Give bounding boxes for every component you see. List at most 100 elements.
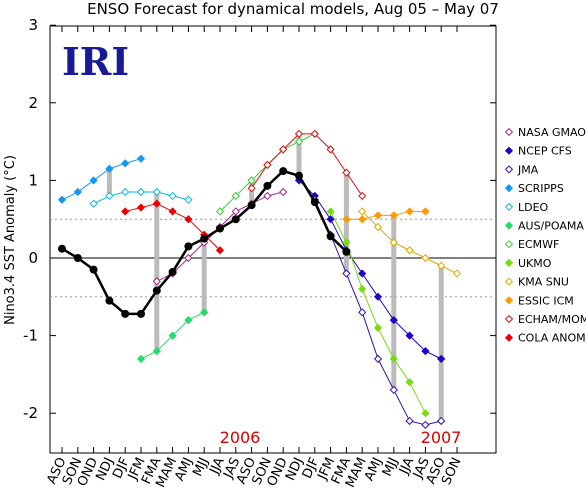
observed-point-9 bbox=[200, 234, 209, 243]
series-8-point-4 bbox=[421, 253, 430, 263]
series-4-point-6 bbox=[184, 195, 193, 204]
legend-label-4: LDEO bbox=[518, 201, 549, 214]
y-tick-label-3: 1 bbox=[28, 171, 38, 189]
series-2-point-6 bbox=[405, 416, 414, 426]
series-10-point-4 bbox=[310, 129, 319, 138]
series-1-point-8 bbox=[421, 347, 430, 356]
plot-frame bbox=[49, 25, 497, 454]
legend-label-2: JMA bbox=[517, 163, 539, 176]
legend-label-11: COLA ANOM bbox=[518, 332, 586, 345]
series-10-point-1 bbox=[263, 160, 272, 169]
series-11-point-6 bbox=[215, 246, 225, 255]
series-line-10 bbox=[251, 133, 363, 197]
legend-marker-6 bbox=[504, 240, 514, 249]
series-7-point-0 bbox=[326, 207, 335, 216]
series-10-point-5 bbox=[326, 145, 335, 154]
series-2-point-2 bbox=[342, 269, 351, 278]
observed-point-14 bbox=[279, 167, 288, 176]
legend-marker-8 bbox=[504, 277, 514, 286]
observed-point-16 bbox=[310, 198, 319, 207]
observed-point-10 bbox=[216, 224, 224, 233]
series-5 bbox=[136, 308, 209, 363]
series-4 bbox=[89, 187, 193, 208]
series-1-point-9 bbox=[437, 354, 446, 363]
legend-label-10: ECHAM/MOM bbox=[518, 313, 586, 326]
series-line-1 bbox=[298, 180, 442, 360]
series-1-point-4 bbox=[358, 269, 367, 278]
series-0-point-5 bbox=[231, 207, 240, 216]
series-4-point-0 bbox=[89, 199, 98, 208]
series-3-point-3 bbox=[105, 164, 114, 173]
series-5-point-4 bbox=[200, 308, 209, 317]
forecast-series bbox=[57, 129, 462, 429]
legend-label-1: NCEP CFS bbox=[518, 145, 572, 158]
series-5-point-2 bbox=[168, 331, 177, 340]
series-10 bbox=[247, 129, 367, 201]
series-9-point-1 bbox=[358, 215, 367, 224]
legend-label-7: UKMO bbox=[518, 257, 552, 270]
series-10-point-6 bbox=[342, 168, 351, 177]
series-4-point-5 bbox=[168, 191, 177, 201]
spread-bar-21 bbox=[391, 215, 397, 390]
spread-bar-9 bbox=[201, 234, 207, 313]
observed-point-2 bbox=[89, 265, 98, 274]
series-3-point-5 bbox=[136, 154, 146, 163]
x-tick-label-10: JJA bbox=[207, 455, 228, 477]
series-3-point-4 bbox=[121, 159, 130, 168]
legend-marker-0 bbox=[504, 127, 514, 137]
legend-label-6: ECMWF bbox=[518, 238, 559, 251]
observed-series bbox=[58, 167, 351, 318]
series-6-point-1 bbox=[231, 191, 240, 201]
series-7-point-1 bbox=[342, 238, 351, 247]
series-1-point-2 bbox=[326, 215, 335, 224]
observed-point-13 bbox=[263, 181, 272, 190]
series-11-point-2 bbox=[152, 199, 161, 208]
x-tick-label-21: MJJ bbox=[380, 455, 402, 478]
series-1-point-7 bbox=[405, 331, 414, 340]
legend-label-5: AUS/POAMA bbox=[518, 220, 584, 233]
series-7 bbox=[326, 207, 430, 418]
series-1-point-5 bbox=[373, 292, 383, 301]
series-4-point-1 bbox=[105, 191, 114, 201]
year-label-2006: 2006 bbox=[220, 428, 261, 447]
observed-point-1 bbox=[73, 254, 82, 262]
spread-bar-6 bbox=[154, 192, 160, 352]
series-4-point-3 bbox=[136, 187, 146, 197]
series-11 bbox=[121, 199, 225, 255]
series-7-point-3 bbox=[373, 323, 383, 332]
observed-point-18 bbox=[342, 247, 351, 256]
series-2 bbox=[310, 195, 446, 429]
legend-label-3: SCRIPPS bbox=[518, 182, 564, 195]
series-7-point-5 bbox=[405, 378, 414, 387]
observed-point-17 bbox=[326, 232, 335, 241]
y-tick-label-2: 0 bbox=[28, 249, 38, 267]
spread-bar-3 bbox=[106, 168, 112, 196]
observed-point-8 bbox=[184, 242, 193, 251]
spread-bar-15 bbox=[296, 133, 302, 181]
series-6-point-2 bbox=[247, 176, 256, 185]
legend-label-0: NASA GMAO bbox=[518, 126, 586, 139]
series-8-point-3 bbox=[405, 246, 414, 255]
series-line-9 bbox=[346, 210, 426, 220]
y-tick-label-5: 3 bbox=[28, 16, 38, 34]
series-3-point-1 bbox=[73, 187, 82, 197]
y-axis: -2 -1 0 1 2 3 bbox=[23, 16, 496, 422]
x-tick-label-9: MJJ bbox=[190, 455, 212, 478]
series-8-point-6 bbox=[452, 269, 462, 278]
series-2-point-5 bbox=[389, 385, 398, 395]
series-8-point-2 bbox=[389, 238, 398, 247]
series-9-point-0 bbox=[342, 215, 351, 224]
observed-point-6 bbox=[152, 286, 161, 295]
observed-point-3 bbox=[105, 296, 114, 305]
series-8-point-5 bbox=[437, 261, 446, 270]
series-6-point-0 bbox=[215, 207, 225, 216]
legend-marker-9 bbox=[504, 296, 514, 305]
observed-point-15 bbox=[295, 171, 303, 180]
iri-logo: IRI bbox=[62, 39, 129, 84]
y-tick-label-1: -1 bbox=[23, 327, 38, 345]
series-4-point-4 bbox=[152, 187, 161, 197]
series-10-point-2 bbox=[279, 145, 288, 154]
series-line-3 bbox=[61, 158, 142, 201]
series-11-point-1 bbox=[136, 203, 146, 212]
legend: NASA GMAO NCEP CFS JMA SCRIPPS LDEO AUS/POAMA… bbox=[504, 126, 586, 345]
